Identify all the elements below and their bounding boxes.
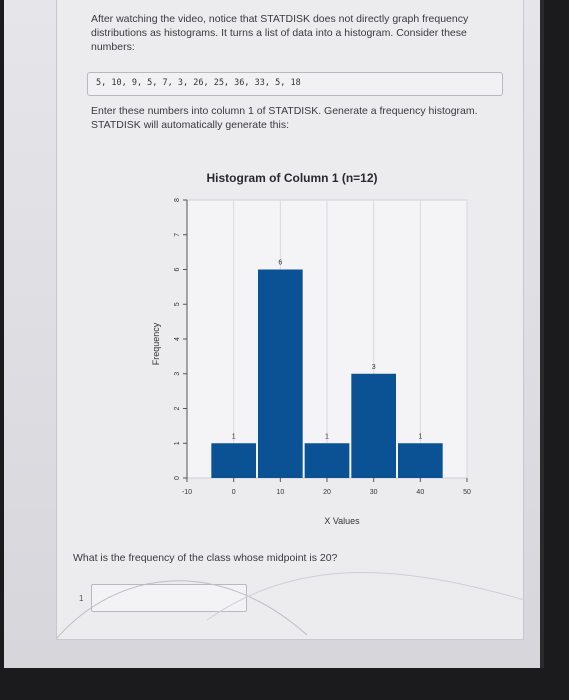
bar-data-label: 3: [372, 364, 376, 371]
histogram-bar: [304, 443, 350, 478]
chart-axes: 0 1 2 3 4 5 6 7 8 -10 0 10 20 30 40 50: [174, 198, 471, 496]
answer-input[interactable]: [91, 584, 247, 612]
y-tick-label: 5: [174, 302, 181, 306]
bar-data-label: 6: [278, 260, 282, 267]
data-list-box: 5, 10, 9, 5, 7, 3, 26, 25, 36, 33, 5, 18: [87, 72, 503, 96]
histogram-bar: [398, 443, 443, 478]
histogram-bar: [258, 269, 303, 478]
bar-data-label: 1: [418, 433, 422, 440]
screen: After watching the video, notice that ST…: [4, 0, 544, 668]
bar-data-label: 1: [325, 433, 329, 440]
histogram-bar: [211, 443, 256, 478]
x-tick-label: 10: [276, 489, 284, 496]
histogram-chart: Histogram of Column 1 (n=12) Frequency X…: [151, 171, 471, 526]
question-text: What is the frequency of the class whose…: [73, 552, 338, 564]
question-number: 1: [79, 594, 84, 603]
instructions-paragraph-1: After watching the video, notice that ST…: [91, 13, 469, 53]
answer-row: 1: [69, 584, 299, 614]
x-tick-label: 20: [323, 489, 331, 496]
x-tick-label: -10: [182, 489, 192, 496]
histogram-bar: [351, 373, 396, 478]
bar-data-label: 1: [232, 433, 236, 440]
chart-bars: 1 6 1 3 1: [211, 260, 443, 478]
instructions-paragraph-2: Enter these numbers into column 1 of STA…: [91, 105, 478, 131]
y-tick-label: 7: [174, 233, 181, 237]
x-tick-label: 30: [370, 489, 378, 496]
y-tick-label: 8: [174, 198, 181, 202]
y-tick-label: 4: [174, 337, 181, 341]
y-tick-label: 3: [174, 372, 181, 376]
x-tick-label: 50: [463, 489, 471, 496]
chart-title: Histogram of Column 1 (n=12): [206, 171, 377, 185]
x-tick-label: 0: [232, 489, 236, 496]
y-tick-label: 2: [174, 406, 181, 410]
y-tick-label: 0: [174, 476, 181, 480]
x-axis-label: X Values: [324, 516, 360, 526]
y-axis-label: Frequency: [151, 322, 161, 365]
y-tick-label: 6: [174, 267, 181, 271]
question-card: After watching the video, notice that ST…: [56, 0, 525, 640]
x-tick-label: 40: [416, 489, 424, 496]
y-tick-label: 1: [174, 441, 181, 445]
